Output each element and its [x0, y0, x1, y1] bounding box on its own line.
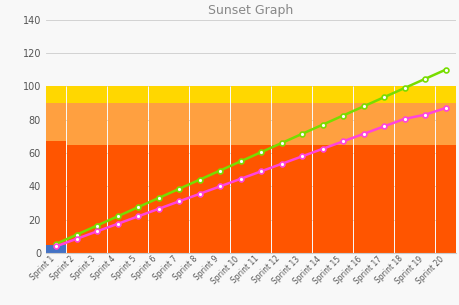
Bar: [46, 86, 66, 103]
Bar: [230, 145, 250, 253]
Bar: [414, 145, 434, 253]
Bar: [210, 86, 230, 103]
Bar: [251, 86, 271, 103]
Bar: [332, 145, 353, 253]
Bar: [107, 145, 128, 253]
Bar: [46, 141, 66, 245]
Bar: [210, 103, 230, 145]
Bar: [312, 145, 332, 253]
Bar: [251, 103, 271, 145]
Title: Sunset Graph: Sunset Graph: [208, 4, 293, 17]
Bar: [169, 103, 189, 145]
Bar: [87, 86, 107, 103]
Bar: [353, 103, 373, 145]
Bar: [435, 103, 454, 145]
Bar: [271, 103, 291, 145]
Bar: [373, 103, 393, 145]
Bar: [251, 145, 271, 253]
Bar: [332, 86, 353, 103]
Bar: [435, 86, 454, 103]
Bar: [148, 86, 168, 103]
Bar: [394, 145, 414, 253]
Bar: [189, 86, 209, 103]
Bar: [67, 86, 87, 103]
Bar: [107, 103, 128, 145]
Bar: [46, 245, 66, 253]
Bar: [291, 103, 312, 145]
Bar: [271, 86, 291, 103]
Bar: [312, 86, 332, 103]
Bar: [414, 103, 434, 145]
Bar: [353, 145, 373, 253]
Bar: [230, 86, 250, 103]
Bar: [189, 103, 209, 145]
Bar: [373, 145, 393, 253]
Bar: [394, 86, 414, 103]
Bar: [128, 145, 148, 253]
Bar: [128, 86, 148, 103]
Bar: [271, 145, 291, 253]
Bar: [435, 145, 454, 253]
Bar: [332, 103, 353, 145]
Bar: [107, 86, 128, 103]
Bar: [46, 103, 66, 141]
Bar: [169, 145, 189, 253]
Bar: [312, 103, 332, 145]
Bar: [87, 103, 107, 145]
Bar: [67, 103, 87, 145]
Bar: [148, 145, 168, 253]
Bar: [87, 145, 107, 253]
Bar: [189, 145, 209, 253]
Bar: [148, 103, 168, 145]
Bar: [291, 145, 312, 253]
Bar: [169, 86, 189, 103]
Bar: [210, 145, 230, 253]
Bar: [353, 86, 373, 103]
Bar: [128, 103, 148, 145]
Bar: [394, 103, 414, 145]
Bar: [414, 86, 434, 103]
Bar: [291, 86, 312, 103]
Bar: [230, 103, 250, 145]
Bar: [373, 86, 393, 103]
Bar: [67, 145, 87, 253]
